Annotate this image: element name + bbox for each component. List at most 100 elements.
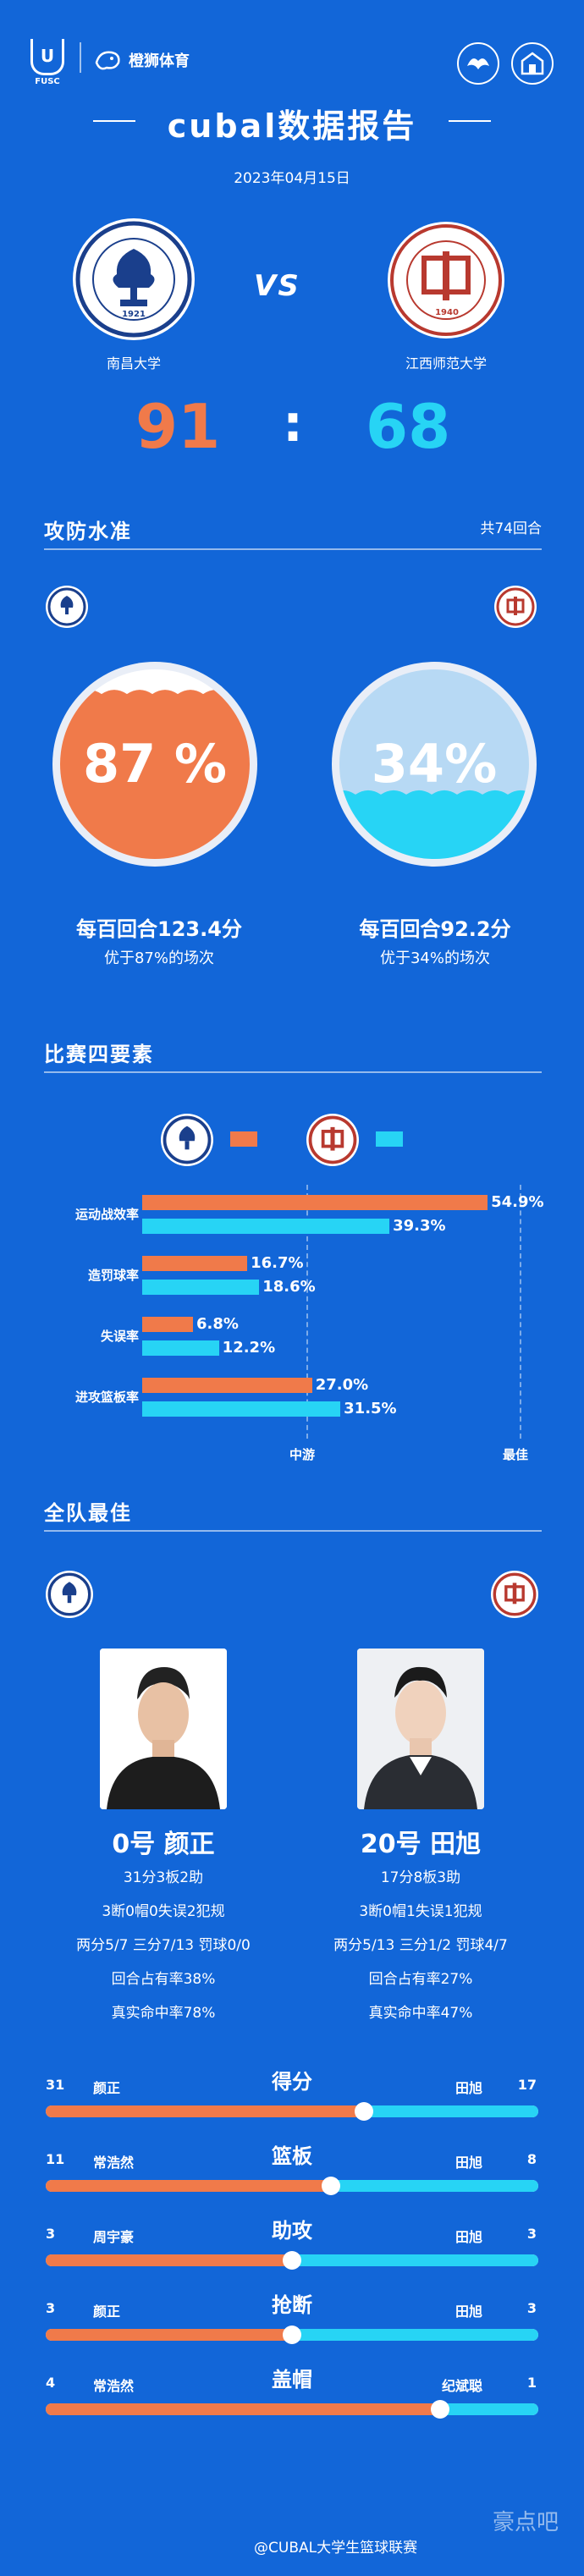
eagle-icon <box>467 58 489 69</box>
away-leader-fill <box>292 2329 538 2341</box>
home-efficiency-percent: 87 % <box>83 733 227 795</box>
home-player-line3: 两分5/7 三分7/13 罚球0/0 <box>76 1937 251 1954</box>
home-leader-value: 4 <box>46 2375 56 2391</box>
away-player-line4: 回合占有率27% <box>368 1971 473 1988</box>
brand-block: 橙狮体育 <box>93 47 190 73</box>
lion-icon <box>95 51 120 70</box>
leader-stat-label: 盖帽 <box>272 2368 312 2392</box>
leader-compare-track <box>46 2329 538 2341</box>
home-score: 91 <box>135 391 221 462</box>
home-factor-value: 54.9% <box>491 1193 544 1211</box>
home-small-logo <box>46 586 88 628</box>
title-left-line <box>93 120 135 122</box>
leader-row: 篮板 11 常浩然 田旭 8 <box>0 2139 584 2207</box>
away-small-logo <box>491 1571 538 1618</box>
away-logo-year: 1940 <box>435 308 459 317</box>
home-leader-value: 3 <box>46 2300 56 2316</box>
home-leader-name: 周宇豪 <box>93 2229 135 2245</box>
factor-label: 进攻篮板率 <box>74 1390 139 1405</box>
away-player-line3: 两分5/13 三分1/2 罚球4/7 <box>333 1937 508 1954</box>
away-player-photo <box>357 1649 484 1809</box>
jxnu-emblem-icon <box>308 1115 357 1164</box>
factor-label: 造罚球率 <box>87 1268 139 1283</box>
away-leader-fill <box>440 2403 538 2415</box>
away-efficiency-percent: 34% <box>371 733 498 795</box>
away-factor-value: 18.6% <box>262 1278 316 1296</box>
leader-stat-label: 抢断 <box>272 2293 312 2317</box>
corner-watermark: 豪点吧 <box>493 2510 559 2535</box>
leader-compare-knob <box>355 2102 373 2121</box>
score-separator: : <box>283 394 303 454</box>
away-leader-fill <box>292 2254 538 2266</box>
rounds-count: 共74回合 <box>480 520 542 537</box>
home-small-logo <box>46 1571 93 1618</box>
away-factor-value: 12.2% <box>222 1339 276 1357</box>
away-leader-value: 17 <box>517 2077 537 2093</box>
versus-label: VS <box>254 269 300 303</box>
away-player-line1: 17分8板3助 <box>380 1869 461 1886</box>
leader-compare-track <box>46 2105 538 2117</box>
home-points-per-100: 每百回合123.4分 <box>76 917 242 941</box>
efficiency-section-title: 攻防水准 <box>44 520 132 543</box>
legend-home-swatch <box>230 1131 257 1147</box>
home-logo-year: 1921 <box>122 310 146 319</box>
player-portrait-icon <box>100 1649 227 1809</box>
away-small-logo <box>494 586 537 628</box>
factor-label: 运动战效率 <box>74 1207 139 1222</box>
home-leader-name: 颜正 <box>93 2304 121 2320</box>
away-leader-name: 田旭 <box>455 2229 482 2245</box>
away-factor-bar <box>142 1219 390 1234</box>
away-score: 68 <box>366 391 451 462</box>
ncu-emblem-icon <box>47 1572 91 1616</box>
away-leader-fill <box>364 2105 538 2117</box>
jxnu-emblem-icon <box>496 587 535 626</box>
home-leader-value: 31 <box>46 2077 65 2093</box>
home-leader-fill <box>46 2403 440 2415</box>
legend-away-swatch <box>376 1131 403 1147</box>
away-leader-value: 3 <box>526 2300 537 2316</box>
building-icon <box>521 52 544 75</box>
league-logo-2 <box>511 42 554 85</box>
jxnu-emblem-icon <box>493 1572 537 1616</box>
best-players-section-title: 全队最佳 <box>44 1501 132 1525</box>
away-factor-value: 39.3% <box>393 1217 446 1235</box>
report-date: 2023年04月15日 <box>234 170 350 187</box>
away-player-name: 20号 田旭 <box>360 1830 482 1859</box>
away-factor-bar <box>142 1340 219 1356</box>
home-leader-fill <box>46 2254 292 2266</box>
fusc-logo: U FUSC <box>30 39 64 86</box>
four-factors-chart: 运动战效率 54.9% 39.3% 造罚球率 16.7% 18.6% 失误率 6… <box>0 1185 584 1462</box>
away-better-than: 优于34%的场次 <box>379 949 490 967</box>
home-player-line5: 真实命中率78% <box>111 2005 216 2022</box>
leader-row: 得分 31 颜正 田旭 17 <box>0 2065 584 2133</box>
home-factor-value: 16.7% <box>251 1254 304 1272</box>
brand-name: 橙狮体育 <box>129 52 190 70</box>
best-label: 最佳 <box>503 1447 529 1462</box>
away-points-per-100: 每百回合92.2分 <box>359 917 511 941</box>
away-efficiency-gauge: 34% <box>330 660 538 868</box>
away-player-line5: 真实命中率47% <box>368 2005 473 2022</box>
best-reference-line <box>520 1185 521 1439</box>
away-leader-value: 3 <box>526 2226 537 2242</box>
leader-compare-knob <box>283 2326 301 2344</box>
efficiency-divider <box>44 548 542 550</box>
leader-stat-label: 得分 <box>272 2070 312 2094</box>
watermark-text: @CUBAL大学生篮球联赛 <box>254 2540 418 2557</box>
home-better-than: 优于87%的场次 <box>103 949 214 967</box>
mid-label: 中游 <box>289 1447 316 1462</box>
away-leader-name: 田旭 <box>455 2304 482 2320</box>
home-player-photo <box>100 1649 227 1809</box>
best-players-divider <box>44 1530 542 1532</box>
legend-home-logo <box>161 1114 213 1166</box>
away-leader-name: 田旭 <box>455 2155 482 2171</box>
home-leader-value: 11 <box>46 2151 65 2167</box>
fusc-text: FUSC <box>35 77 60 86</box>
leader-compare-track <box>46 2403 538 2415</box>
ncu-emblem-icon <box>163 1115 212 1164</box>
away-factor-bar <box>142 1280 260 1295</box>
home-player-line2: 3断0帽0失误2犯规 <box>102 1903 225 1920</box>
leader-stat-label: 助攻 <box>272 2219 312 2243</box>
home-factor-bar <box>142 1256 248 1271</box>
away-player-line2: 3断0帽1失误1犯规 <box>359 1903 482 1920</box>
leader-compare-knob <box>322 2177 340 2195</box>
